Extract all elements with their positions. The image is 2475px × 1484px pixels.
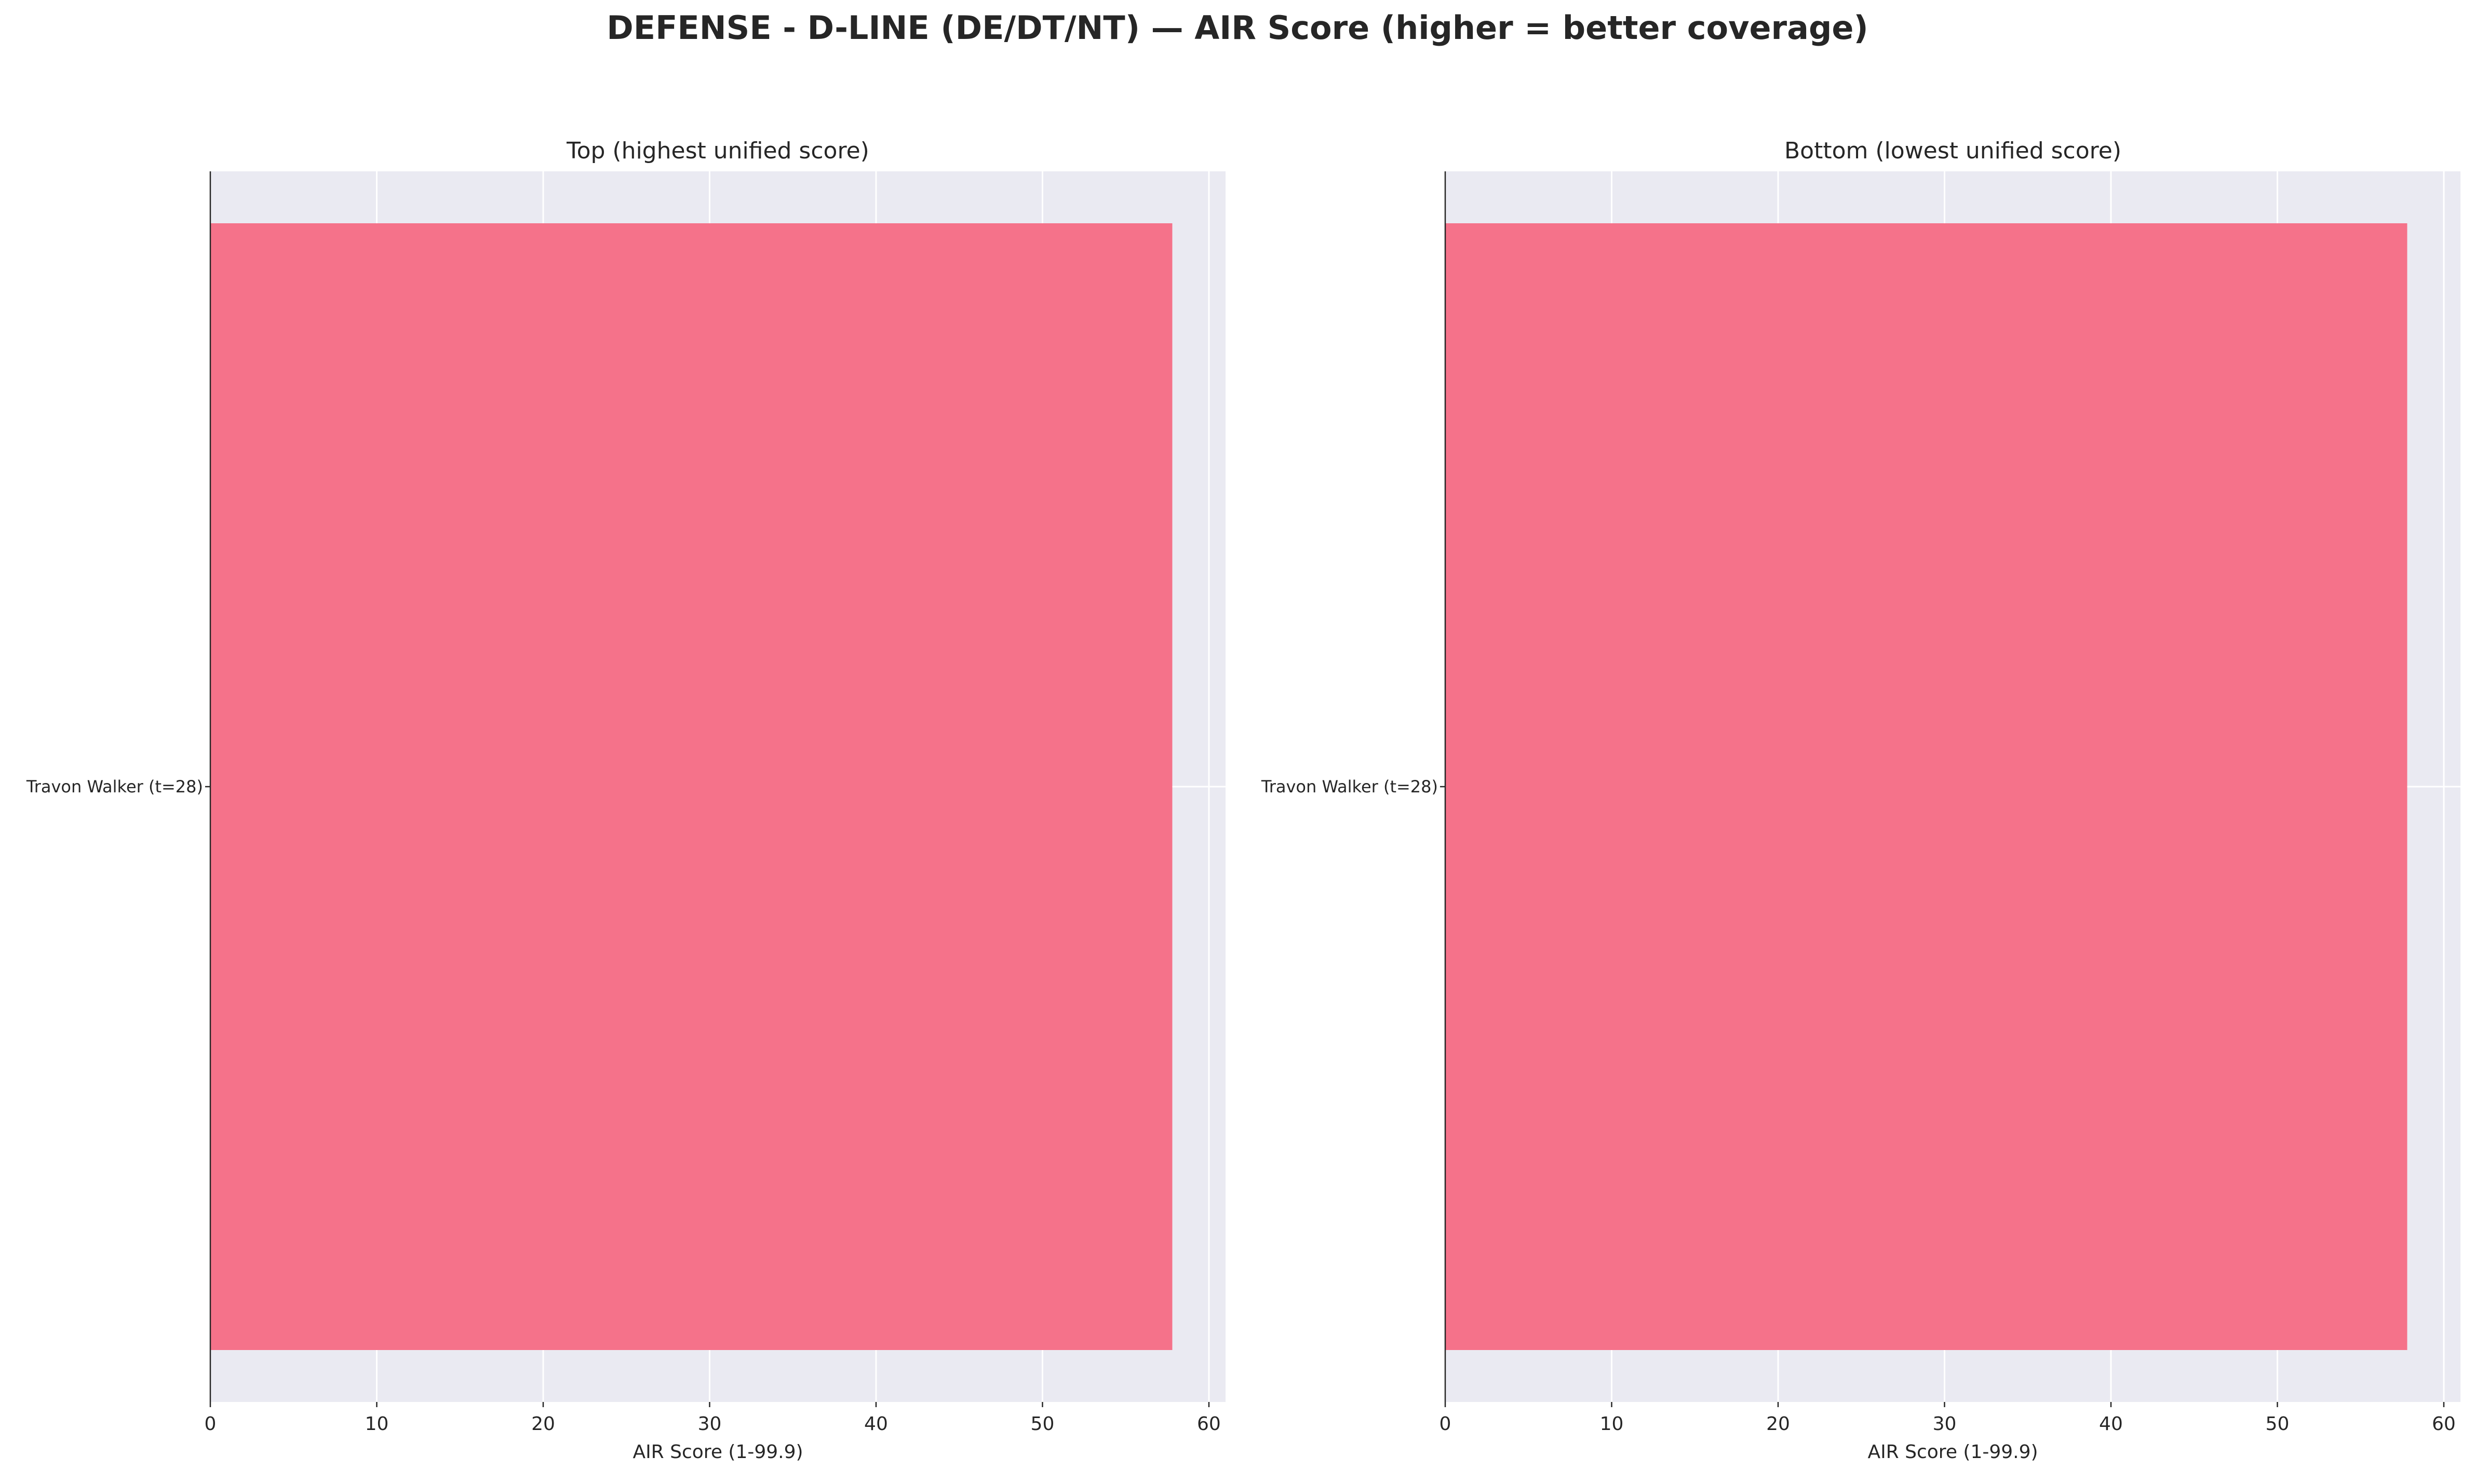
x-tick-label: 10 [1600,1413,1624,1435]
x-tick-label: 50 [2266,1413,2290,1435]
panel-title: Top (highest unified score) [566,138,869,164]
x-tick-label: 50 [1031,1413,1055,1435]
x-tick-label: 30 [698,1413,722,1435]
chart-panel-top: Travon Walker (t=28) 0 10 20 30 40 50 60 AIR Sco… [26,138,1226,1463]
x-tick-label: 40 [2099,1413,2123,1435]
x-tick-label: 40 [864,1413,888,1435]
x-tick-label: 10 [365,1413,389,1435]
x-tick-label: 0 [205,1413,217,1435]
x-axis-label: AIR Score (1-99.9) [1867,1441,2038,1463]
y-tick-label: Travon Walker (t=28) [1261,777,1438,797]
x-tick-label: 0 [1440,1413,1451,1435]
x-tick-label: 20 [531,1413,555,1435]
x-tick-label: 20 [1766,1413,1790,1435]
x-tick-label: 30 [1933,1413,1957,1435]
panel-title: Bottom (lowest unified score) [1784,138,2121,164]
bar-top [210,223,1173,1350]
x-axis-label: AIR Score (1-99.9) [633,1441,803,1463]
bar-bottom [1445,223,2407,1350]
chart-panel-bottom: Travon Walker (t=28) 0 10 20 30 40 50 60 AIR Sco… [1261,138,2460,1463]
figure-title: DEFENSE - D-LINE (DE/DT/NT) — AIR Score … [607,9,1868,47]
y-tick-label: Travon Walker (t=28) [26,777,203,797]
x-tick-label: 60 [2432,1413,2456,1435]
x-tick-label: 60 [1197,1413,1221,1435]
